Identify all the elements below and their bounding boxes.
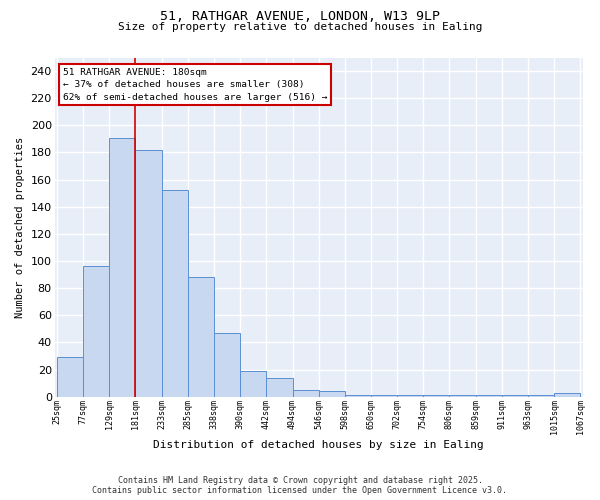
Bar [57, 358, 83, 397]
Bar [188, 278, 214, 396]
Text: 51 RATHGAR AVENUE: 180sqm
← 37% of detached houses are smaller (308)
62% of semi: 51 RATHGAR AVENUE: 180sqm ← 37% of detac… [62, 68, 327, 102]
Text: Contains HM Land Registry data © Crown copyright and database right 2025.
Contai: Contains HM Land Registry data © Crown c… [92, 476, 508, 495]
Bar [241, 371, 266, 396]
Bar [293, 390, 319, 396]
Y-axis label: Number of detached properties: Number of detached properties [15, 136, 25, 318]
Text: Size of property relative to detached houses in Ealing: Size of property relative to detached ho… [118, 22, 482, 32]
Bar [266, 378, 293, 396]
Bar [554, 392, 580, 396]
X-axis label: Distribution of detached houses by size in Ealing: Distribution of detached houses by size … [153, 440, 484, 450]
Bar [214, 333, 241, 396]
Bar [83, 266, 109, 396]
Text: 51, RATHGAR AVENUE, LONDON, W13 9LP: 51, RATHGAR AVENUE, LONDON, W13 9LP [160, 10, 440, 23]
Bar [161, 190, 188, 396]
Bar [136, 150, 161, 396]
Bar [109, 138, 136, 396]
Bar [319, 391, 345, 396]
